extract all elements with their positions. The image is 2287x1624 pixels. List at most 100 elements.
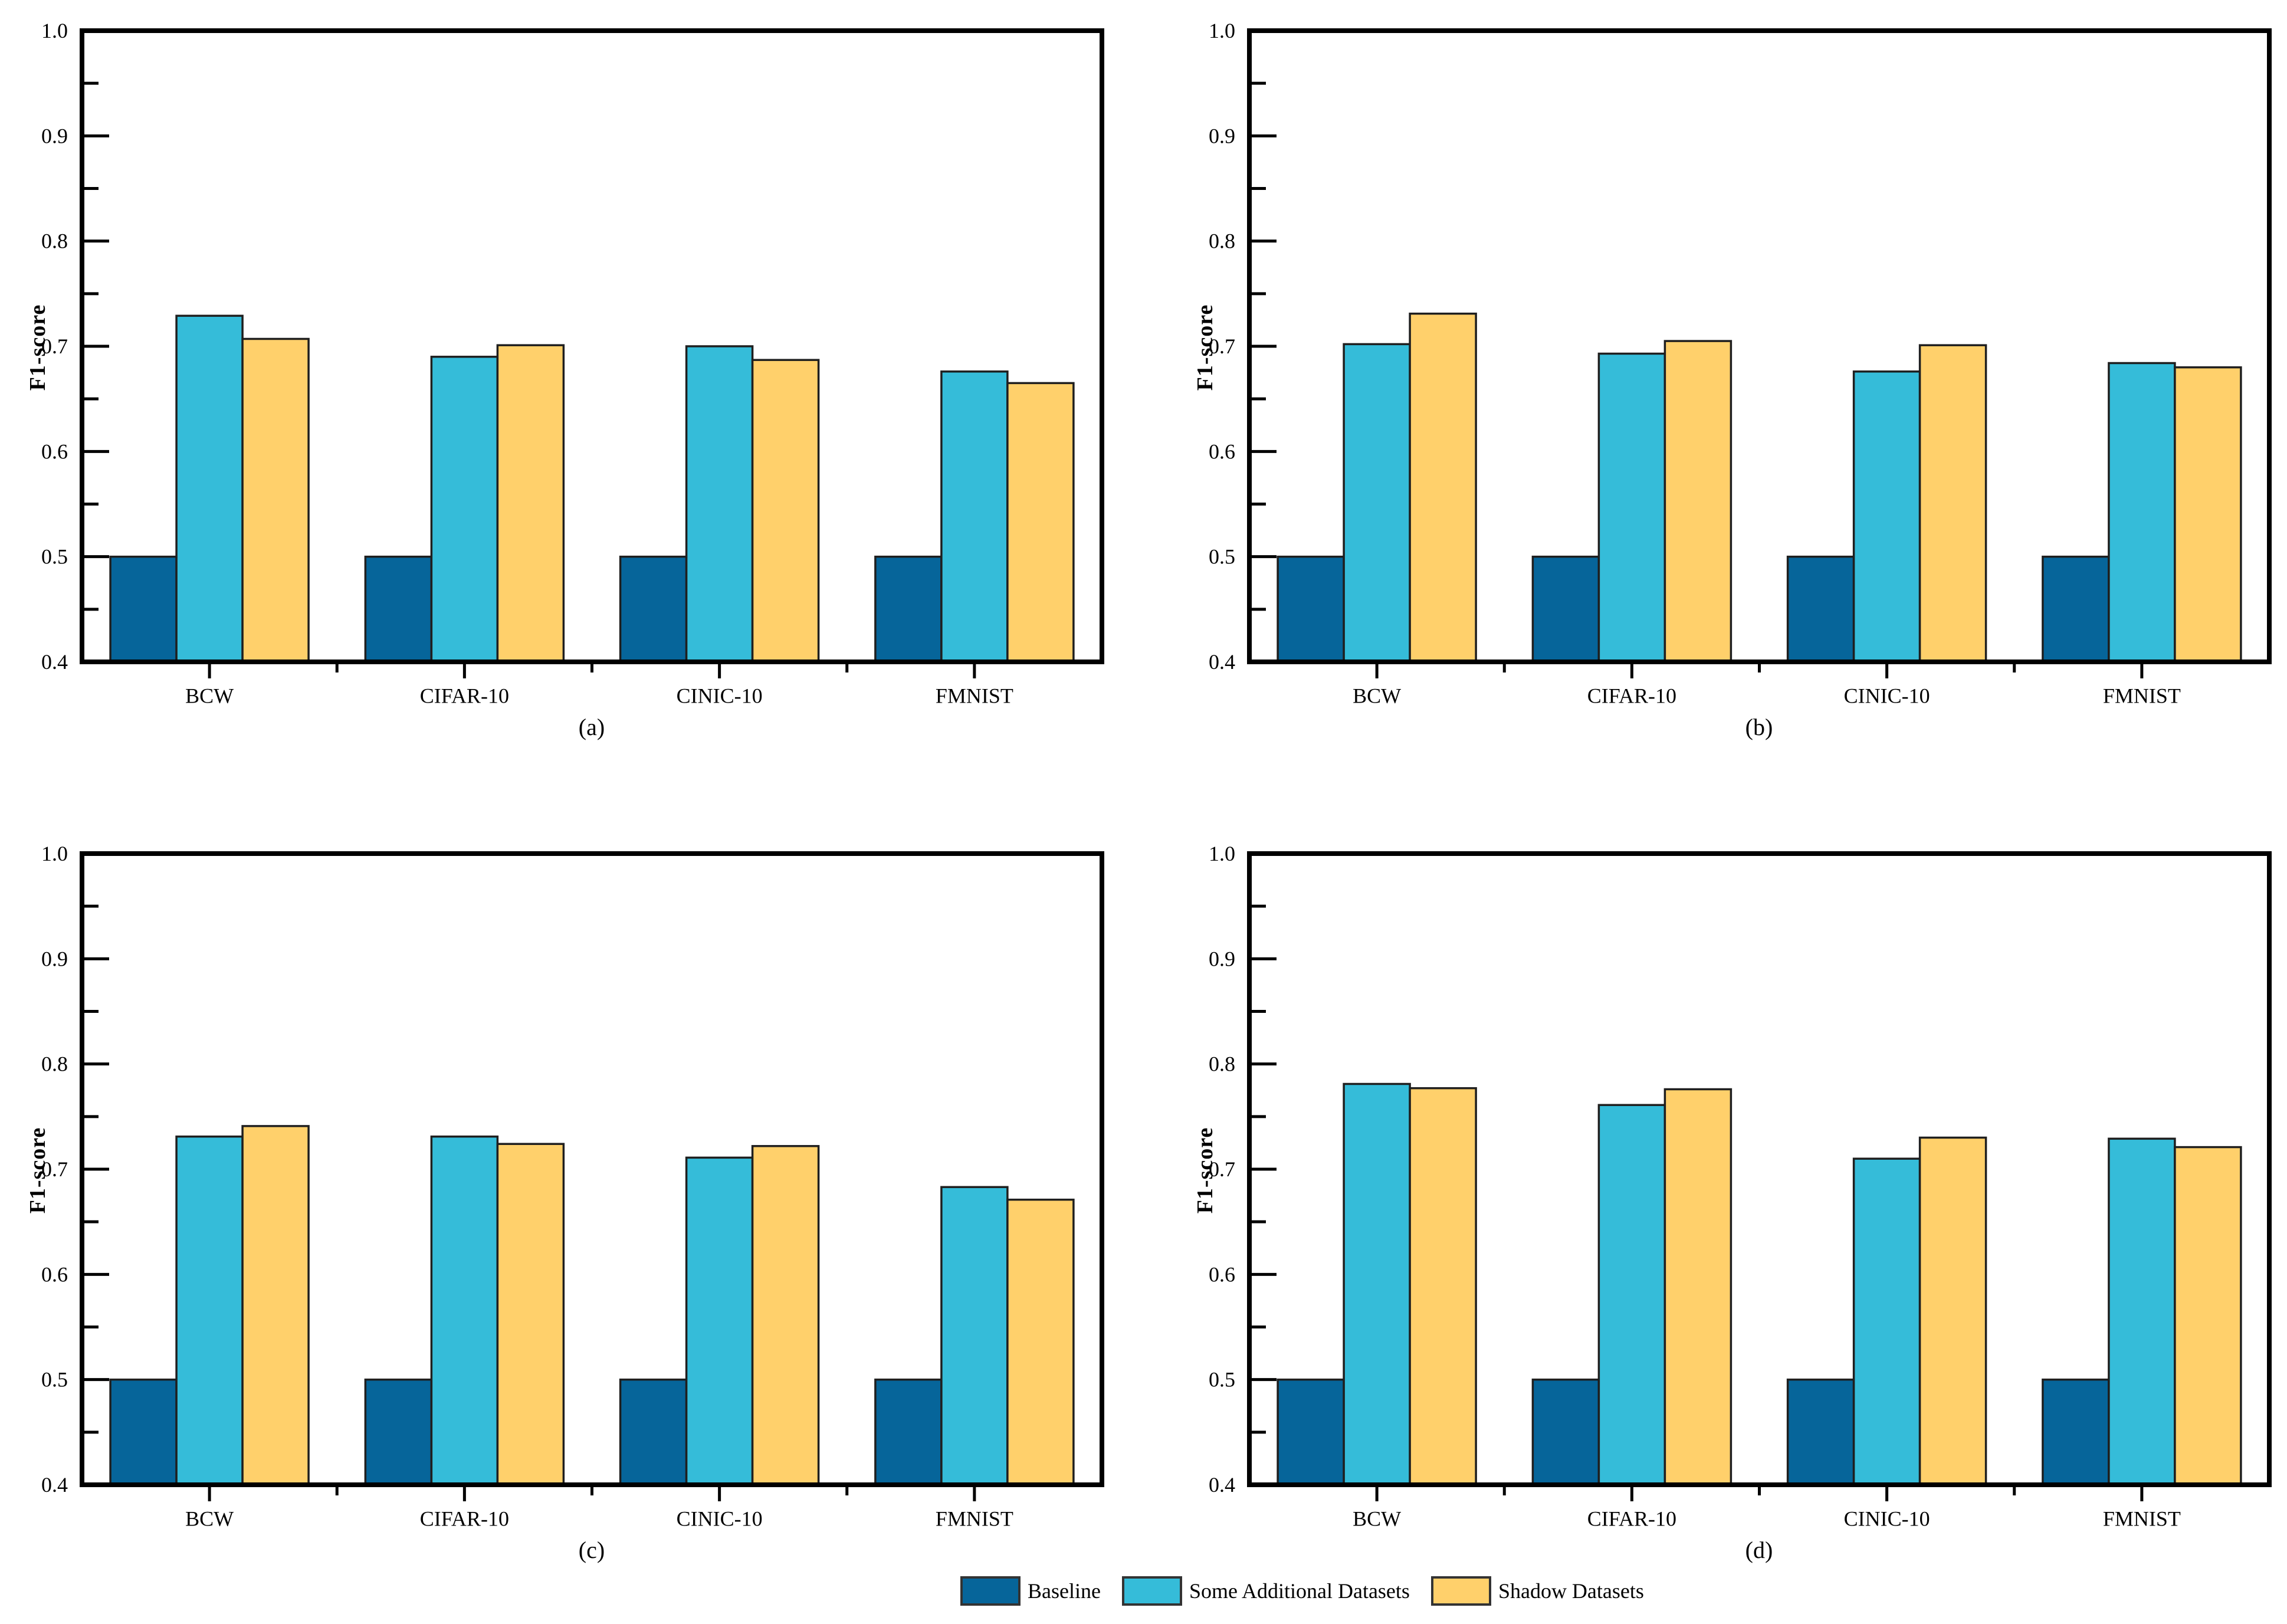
- bar: [874, 555, 943, 663]
- bar: [1918, 1136, 1987, 1486]
- bar: [175, 314, 244, 663]
- y-tick-label: 0.6: [1209, 1262, 1235, 1286]
- bar: [1277, 1378, 1345, 1486]
- legend-label-shadow-datasets: Shadow Datasets: [1498, 1579, 1644, 1603]
- bar: [496, 1143, 565, 1486]
- category-label: FMNIST: [936, 684, 1013, 708]
- bar: [1786, 555, 1855, 663]
- panel-caption-b: (b): [1745, 714, 1773, 740]
- panel-caption-a: (a): [578, 714, 605, 740]
- category-label: BCW: [1353, 684, 1401, 708]
- bar: [1852, 1157, 1921, 1486]
- panel-a: 0.4 0.5 0.6 0.7 0.8 0.9 1.0 BCW CIFAR-10 CINIC-10…: [0, 0, 1144, 785]
- bar-chart-b: 0.4 0.5 0.6 0.7 0.8 0.9 1.0 BCW CIFAR-10 CINIC-10…: [1209, 19, 2272, 708]
- y-tick-label: 1.0: [1209, 19, 1235, 42]
- bar: [619, 1378, 688, 1486]
- bar: [109, 1378, 178, 1486]
- panel-c: 0.4 0.5 0.6 0.7 0.8 0.9 1.0 BCW CIFAR-10 CINIC-10…: [0, 823, 1144, 1607]
- legend-label-some-additional-datasets: Some Additional Datasets: [1189, 1579, 1410, 1603]
- legend-item-shadow-datasets: Shadow Datasets: [1430, 1576, 1644, 1606]
- legend: Baseline Some Additional Datasets Shadow…: [960, 1575, 1644, 1607]
- bar: [685, 345, 754, 663]
- bar: [364, 555, 433, 663]
- bar-chart-a: 0.4 0.5 0.6 0.7 0.8 0.9 1.0 BCW CIFAR-10 CINIC-10…: [41, 19, 1104, 708]
- y-tick-label: 0.8: [41, 1052, 68, 1076]
- bar: [1663, 1088, 1733, 1486]
- bar: [2042, 555, 2110, 663]
- y-tick-label: 0.9: [41, 947, 68, 970]
- bar: [364, 1378, 433, 1486]
- bar: [619, 555, 688, 663]
- y-tick-label: 1.0: [41, 19, 68, 42]
- y-tick-label: 0.9: [1209, 124, 1235, 147]
- y-tick-label: 0.9: [41, 124, 68, 147]
- bar: [109, 555, 178, 663]
- y-tick-label: 0.5: [1209, 1368, 1235, 1392]
- bar: [1918, 344, 1987, 663]
- panel-caption-c: (c): [578, 1537, 605, 1563]
- y-tick-label: 0.7: [1209, 1157, 1235, 1181]
- y-tick-label: 0.8: [1209, 1052, 1235, 1076]
- y-tick-label: 0.7: [41, 1157, 68, 1181]
- bar: [2108, 362, 2176, 663]
- legend-swatch-shadow-datasets: [1430, 1576, 1491, 1606]
- y-tick-label: 0.4: [41, 650, 68, 674]
- category-label: CIFAR-10: [420, 684, 509, 708]
- legend-swatch-baseline: [960, 1576, 1021, 1606]
- category-label: BCW: [185, 684, 234, 708]
- bar: [1852, 370, 1921, 663]
- bar: [241, 1125, 310, 1486]
- category-label: CIFAR-10: [1587, 1507, 1676, 1531]
- bar: [1597, 352, 1666, 663]
- bar: [685, 1156, 754, 1486]
- y-axis-label: F1-score: [1193, 304, 1218, 391]
- panel-d: 0.4 0.5 0.6 0.7 0.8 0.9 1.0 BCW CIFAR-10 CINIC-10…: [1167, 823, 2287, 1607]
- bar: [1006, 382, 1075, 663]
- panel-caption-d: (d): [1745, 1537, 1773, 1563]
- category-label: FMNIST: [936, 1507, 1013, 1531]
- category-label: CIFAR-10: [1587, 684, 1676, 708]
- y-tick-label: 0.4: [41, 1473, 68, 1497]
- bar: [940, 370, 1009, 663]
- bar: [1409, 1087, 1477, 1486]
- bar: [1343, 343, 1411, 663]
- legend-label-baseline: Baseline: [1028, 1579, 1101, 1603]
- y-tick-label: 0.4: [1209, 1473, 1235, 1497]
- bar: [430, 356, 499, 663]
- bar: [751, 359, 820, 663]
- category-label: CINIC-10: [1844, 684, 1930, 708]
- bar: [940, 1186, 1009, 1486]
- category-label: FMNIST: [2103, 1507, 2181, 1531]
- bar: [1531, 555, 1600, 663]
- y-tick-label: 0.7: [41, 334, 68, 358]
- bar: [241, 337, 310, 663]
- category-label: CINIC-10: [1844, 1507, 1930, 1531]
- y-tick-label: 0.9: [1209, 947, 1235, 970]
- y-axis-label: F1-score: [25, 304, 50, 391]
- bar: [2108, 1137, 2176, 1486]
- y-tick-label: 0.7: [1209, 334, 1235, 358]
- y-tick-label: 0.6: [41, 439, 68, 463]
- bar: [1597, 1104, 1666, 1486]
- bar-chart-c: 0.4 0.5 0.6 0.7 0.8 0.9 1.0 BCW CIFAR-10 CINIC-10…: [41, 842, 1104, 1531]
- legend-swatch-some-additional-datasets: [1121, 1576, 1182, 1606]
- y-axis-label: F1-score: [25, 1127, 50, 1214]
- y-tick-label: 0.8: [41, 229, 68, 253]
- bar: [2174, 1146, 2242, 1486]
- y-tick-label: 0.4: [1209, 650, 1235, 674]
- category-label: CIFAR-10: [420, 1507, 509, 1531]
- bar: [1277, 555, 1345, 663]
- y-tick-label: 0.5: [41, 545, 68, 569]
- bar: [1663, 340, 1733, 663]
- category-label: CINIC-10: [677, 684, 763, 708]
- bar: [430, 1135, 499, 1486]
- category-label: FMNIST: [2103, 684, 2181, 708]
- bar: [874, 1378, 943, 1486]
- bar: [751, 1145, 820, 1486]
- bar: [496, 344, 565, 663]
- bar-chart-d: 0.4 0.5 0.6 0.7 0.8 0.9 1.0 BCW CIFAR-10 CINIC-10…: [1209, 842, 2272, 1531]
- bar: [1343, 1082, 1411, 1486]
- y-axis-label: F1-score: [1193, 1127, 1218, 1214]
- category-label: BCW: [1353, 1507, 1401, 1531]
